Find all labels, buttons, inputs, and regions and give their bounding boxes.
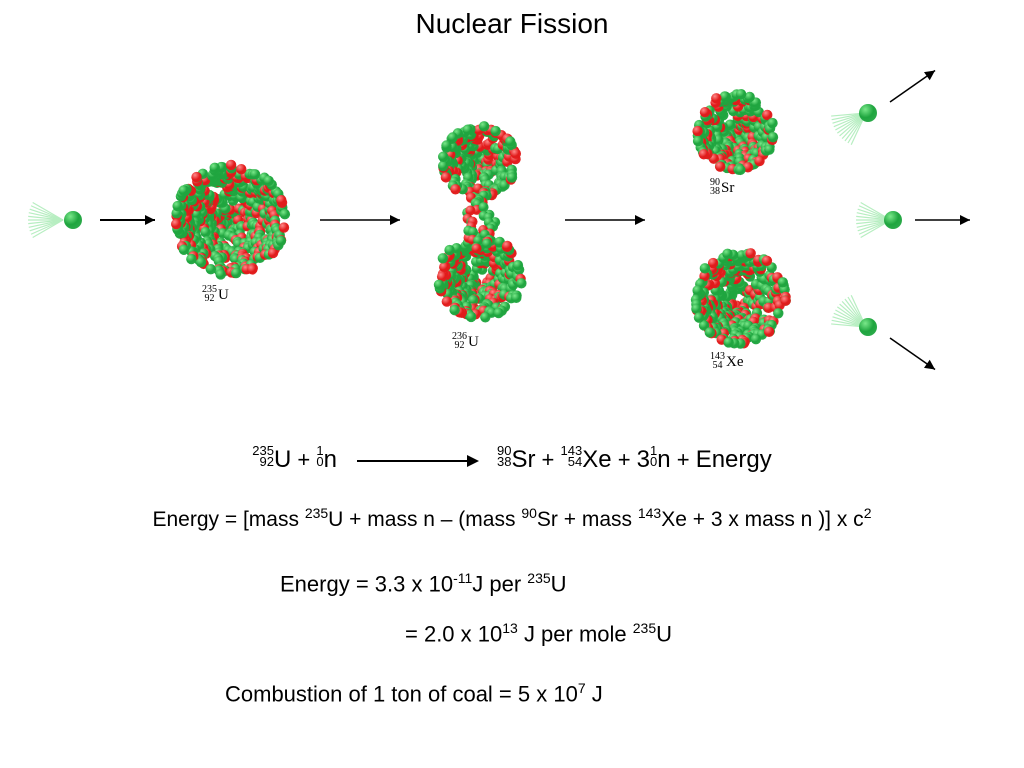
coal-comparison: Combustion of 1 ton of coal = 5 x 107 J <box>225 680 603 707</box>
energy-mass-formula: Energy = [mass 235U + mass n – (mass 90S… <box>0 505 1024 532</box>
fission-diagram: 23592U23692U9038Sr14354Xe <box>0 60 1024 400</box>
page-title: Nuclear Fission <box>0 8 1024 40</box>
energy-per-atom: Energy = 3.3 x 10-11J per 235U <box>280 570 567 597</box>
reaction-equation: 23592U + 10n9038Sr + 14354Xe + 310n + En… <box>0 445 1024 474</box>
energy-per-mole: = 2.0 x 1013 J per mole 235U <box>405 620 672 647</box>
